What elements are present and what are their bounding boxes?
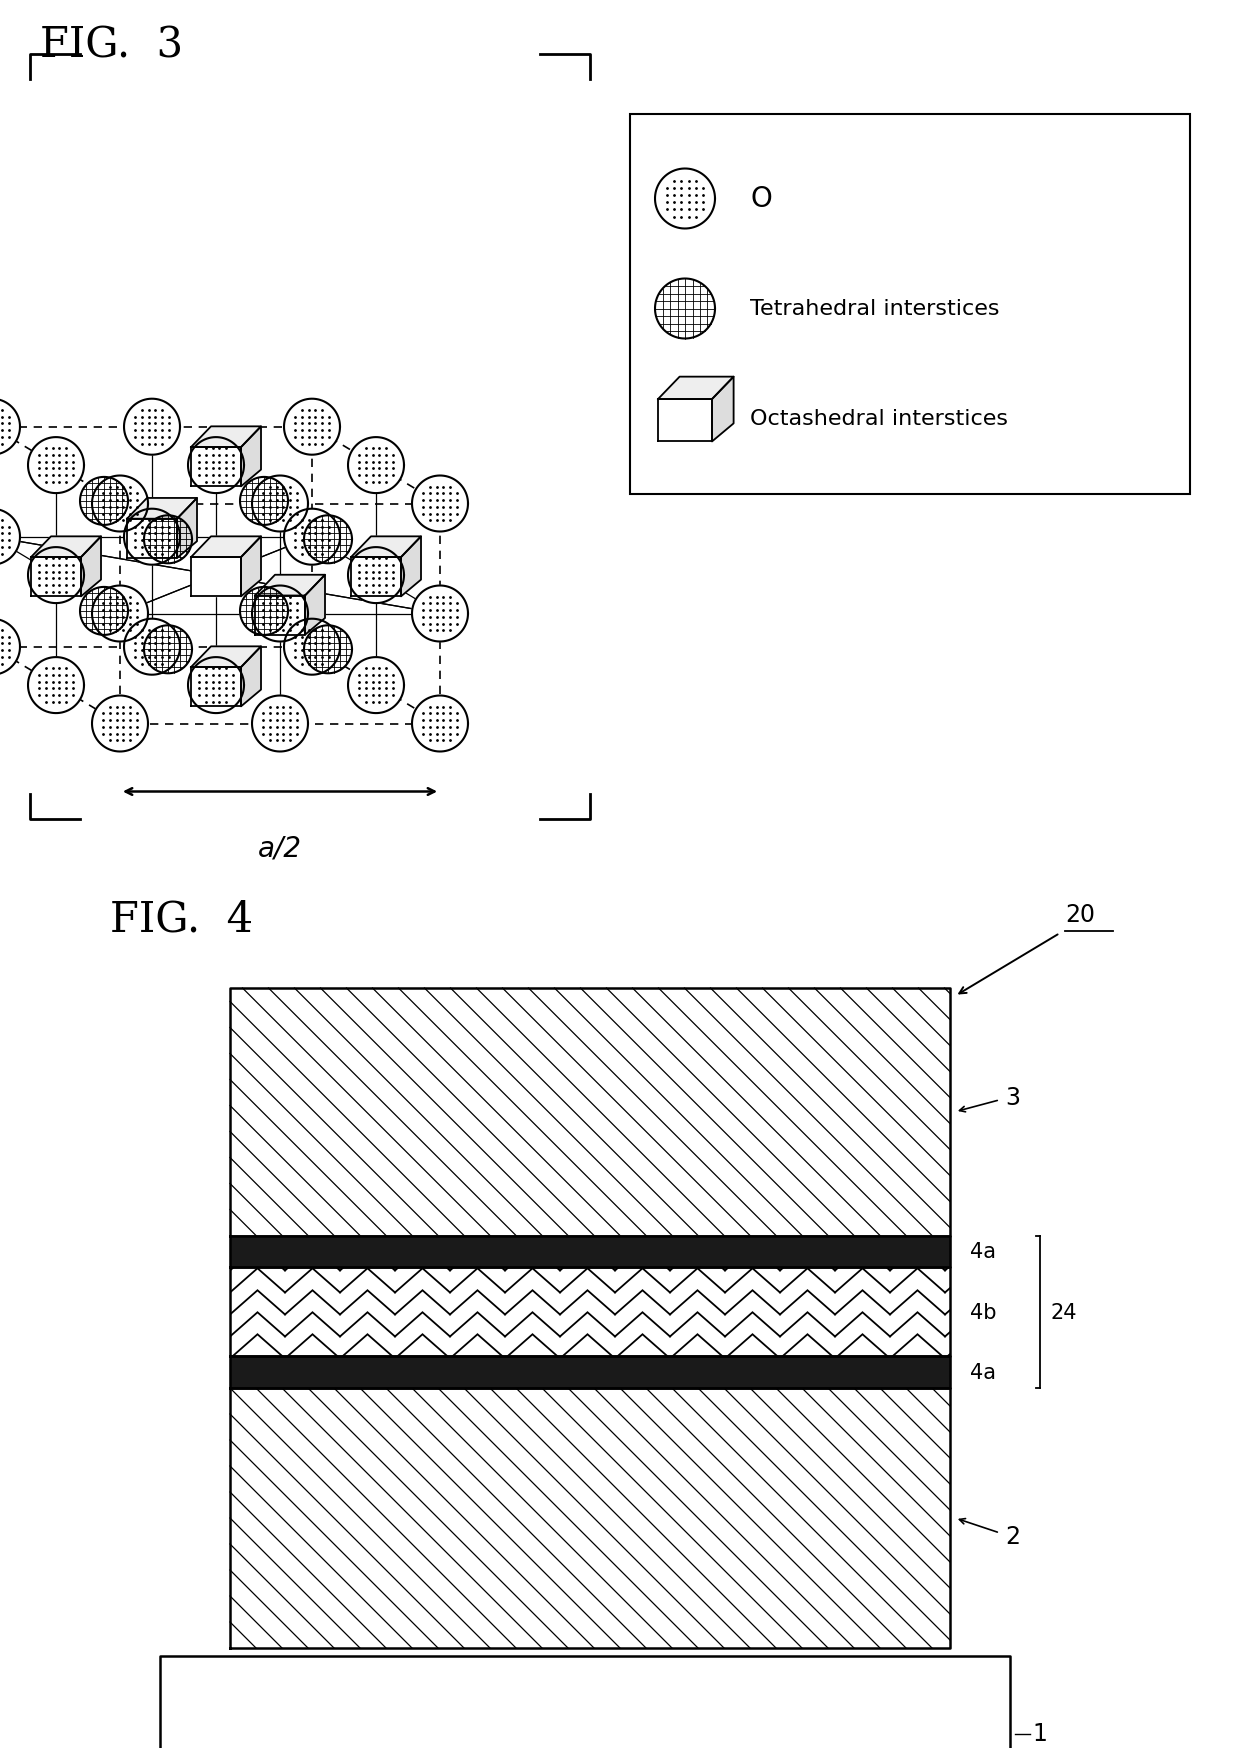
Polygon shape (412, 475, 467, 531)
Polygon shape (29, 437, 84, 495)
Polygon shape (412, 696, 467, 752)
Polygon shape (712, 378, 734, 442)
Polygon shape (81, 477, 128, 526)
Polygon shape (188, 437, 244, 495)
Polygon shape (305, 575, 325, 635)
Polygon shape (0, 509, 20, 565)
Polygon shape (284, 619, 340, 675)
Polygon shape (401, 537, 422, 598)
Polygon shape (124, 509, 180, 565)
Text: 4a: 4a (970, 1362, 996, 1383)
Polygon shape (124, 400, 180, 456)
Polygon shape (658, 378, 734, 400)
Text: Octashedral interstices: Octashedral interstices (750, 409, 1008, 430)
Polygon shape (92, 475, 148, 531)
Polygon shape (126, 498, 197, 519)
Polygon shape (655, 170, 715, 229)
Polygon shape (160, 1655, 1011, 1748)
Polygon shape (351, 537, 422, 558)
Polygon shape (126, 519, 177, 559)
Polygon shape (655, 280, 715, 339)
Text: a/2: a/2 (258, 834, 303, 862)
Polygon shape (284, 400, 340, 456)
Polygon shape (124, 619, 180, 675)
Polygon shape (81, 587, 128, 636)
Text: 4a: 4a (970, 1241, 996, 1262)
Polygon shape (0, 619, 20, 675)
Polygon shape (29, 657, 84, 713)
Polygon shape (252, 586, 308, 642)
Text: FIG.  3: FIG. 3 (40, 24, 184, 66)
Polygon shape (351, 558, 401, 598)
Polygon shape (658, 400, 712, 442)
Polygon shape (412, 586, 467, 642)
Polygon shape (191, 668, 241, 706)
Polygon shape (252, 696, 308, 752)
Polygon shape (229, 1356, 950, 1388)
Polygon shape (92, 696, 148, 752)
Polygon shape (177, 498, 197, 559)
Polygon shape (348, 547, 404, 603)
Polygon shape (229, 1236, 950, 1267)
Polygon shape (0, 400, 20, 456)
Polygon shape (191, 427, 260, 447)
Polygon shape (229, 1267, 950, 1356)
Polygon shape (284, 509, 340, 565)
Polygon shape (191, 537, 260, 558)
Polygon shape (241, 537, 260, 598)
Text: 4b: 4b (970, 1302, 997, 1321)
Polygon shape (252, 475, 308, 531)
Polygon shape (31, 558, 81, 598)
Polygon shape (191, 558, 241, 598)
Text: O: O (750, 185, 771, 213)
Polygon shape (255, 596, 305, 635)
Polygon shape (241, 477, 288, 526)
Text: 20: 20 (1065, 902, 1095, 926)
Polygon shape (92, 586, 148, 642)
Polygon shape (241, 587, 288, 636)
Text: FIG.  4: FIG. 4 (110, 898, 253, 940)
Polygon shape (255, 575, 325, 596)
Polygon shape (229, 1388, 950, 1648)
Polygon shape (191, 647, 260, 668)
Polygon shape (348, 657, 404, 713)
Polygon shape (304, 516, 352, 565)
Polygon shape (144, 626, 192, 675)
Text: 2: 2 (1004, 1524, 1021, 1549)
Polygon shape (31, 537, 100, 558)
Polygon shape (144, 516, 192, 565)
Polygon shape (188, 657, 244, 713)
Polygon shape (29, 547, 84, 603)
Polygon shape (191, 447, 241, 488)
Text: 3: 3 (1004, 1086, 1021, 1110)
Polygon shape (241, 647, 260, 706)
Polygon shape (348, 437, 404, 495)
Polygon shape (229, 988, 950, 1236)
Text: Tetrahedral interstices: Tetrahedral interstices (750, 299, 999, 320)
Text: 24: 24 (1050, 1302, 1076, 1321)
Polygon shape (241, 427, 260, 488)
Polygon shape (304, 626, 352, 675)
Text: 1: 1 (1032, 1722, 1047, 1746)
Polygon shape (81, 537, 100, 598)
